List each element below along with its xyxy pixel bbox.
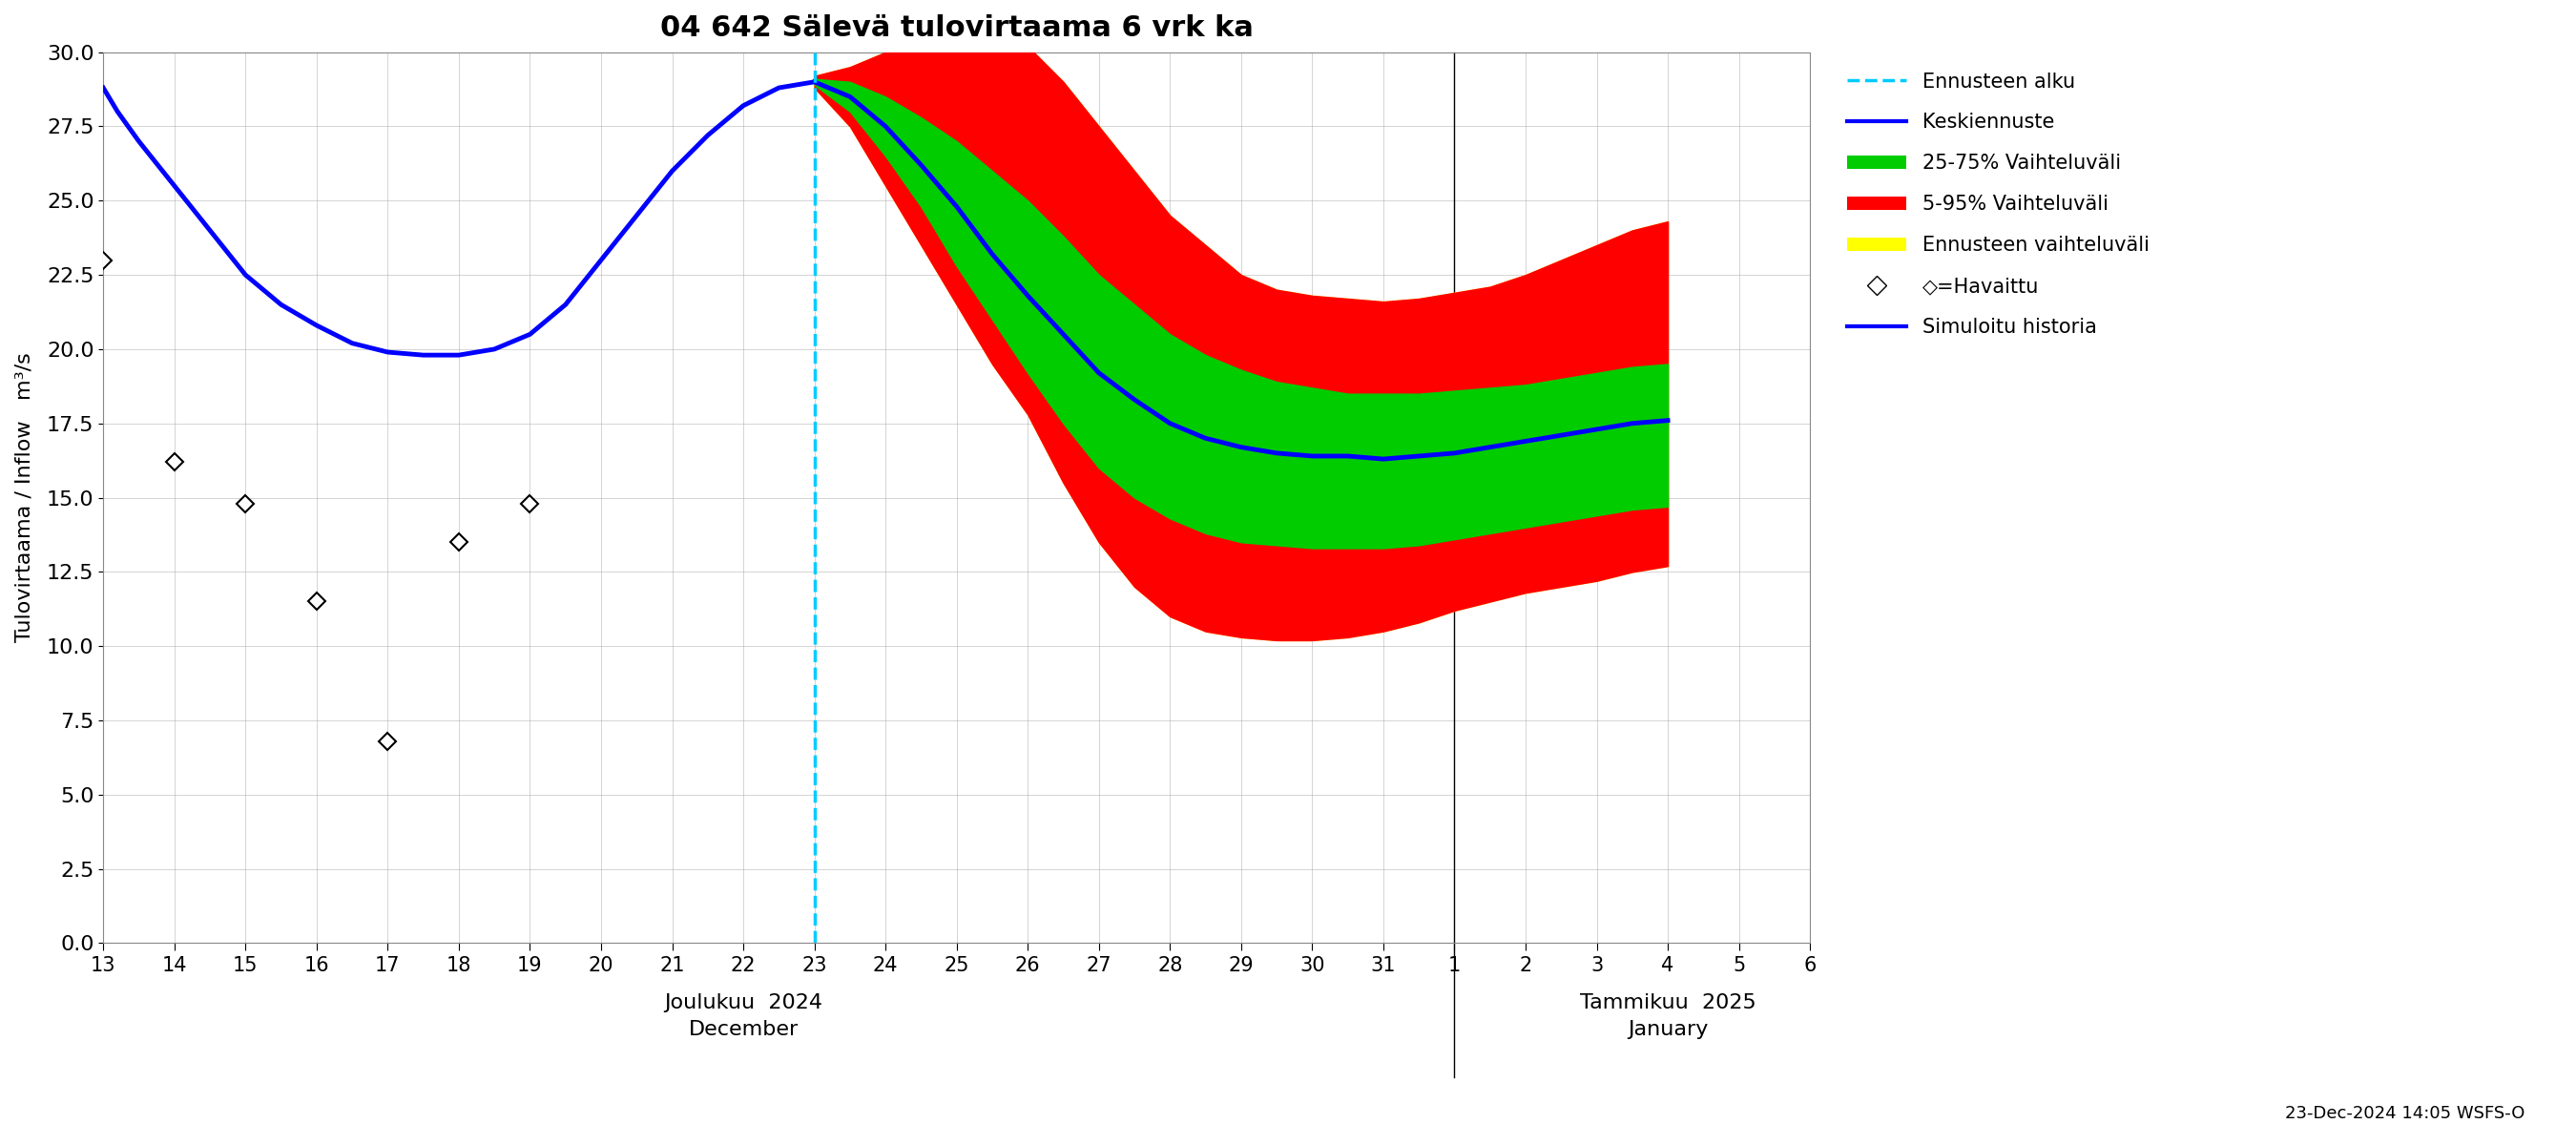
Title: 04 642 Sälevä tulovirtaama 6 vrk ka: 04 642 Sälevä tulovirtaama 6 vrk ka <box>659 14 1255 42</box>
Text: Joulukuu  2024: Joulukuu 2024 <box>665 994 822 1012</box>
Text: Tammikuu  2025: Tammikuu 2025 <box>1579 994 1757 1012</box>
Legend: Ennusteen alku, Keskiennuste, 25-75% Vaihteluväli, 5-95% Vaihteluväli, Ennusteen: Ennusteen alku, Keskiennuste, 25-75% Vai… <box>1837 62 2159 347</box>
Text: December: December <box>688 1020 799 1040</box>
Text: 23-Dec-2024 14:05 WSFS-O: 23-Dec-2024 14:05 WSFS-O <box>2285 1105 2524 1122</box>
Y-axis label: Tulovirtaama / Inflow   m³/s: Tulovirtaama / Inflow m³/s <box>15 353 33 642</box>
Text: January: January <box>1628 1020 1708 1040</box>
